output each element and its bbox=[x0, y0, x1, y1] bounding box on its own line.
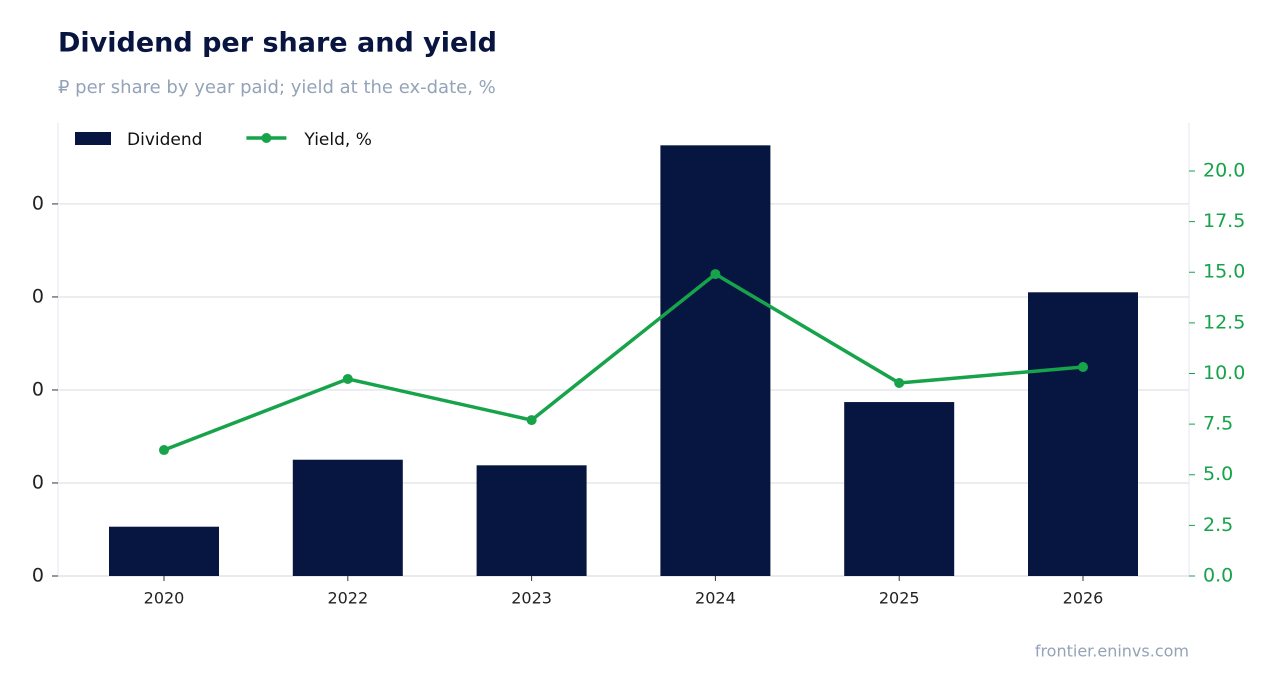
bar bbox=[476, 465, 587, 576]
point bbox=[710, 269, 721, 280]
source: frontier.eninvs.com bbox=[1035, 642, 1189, 661]
point bbox=[526, 415, 537, 426]
legend-marker bbox=[261, 133, 272, 143]
legend-swatch bbox=[75, 132, 111, 145]
legend-label: Dividend bbox=[127, 130, 202, 150]
y2-tick-label: 2.5 bbox=[1203, 514, 1233, 536]
point bbox=[159, 445, 169, 456]
y2-tick-label: 12.5 bbox=[1203, 311, 1245, 333]
bar bbox=[109, 526, 219, 576]
y2-tick-label: 17.5 bbox=[1203, 210, 1245, 232]
x-tick-label: 2026 bbox=[1063, 589, 1104, 608]
y-tick-label: 0 bbox=[32, 285, 44, 307]
x-tick-label: 2022 bbox=[327, 589, 368, 608]
y2-tick-label: 15.0 bbox=[1203, 261, 1245, 283]
point bbox=[1078, 362, 1088, 373]
point bbox=[342, 373, 353, 384]
legend-label: Yield, % bbox=[303, 130, 371, 150]
x-tick-label: 2025 bbox=[879, 589, 920, 608]
bar bbox=[292, 459, 403, 576]
bar bbox=[1028, 292, 1138, 576]
y-tick-label: 0 bbox=[32, 192, 44, 214]
y-tick-label: 0 bbox=[32, 565, 44, 587]
y2-tick-label: 0.0 bbox=[1203, 565, 1233, 587]
chart-title: Dividend per share and yield bbox=[58, 28, 497, 59]
point bbox=[894, 378, 905, 389]
x-tick-label: 2023 bbox=[511, 589, 552, 608]
y2-tick-label: 7.5 bbox=[1203, 413, 1233, 435]
y2-tick-label: 5.0 bbox=[1203, 463, 1233, 485]
y-tick-label: 0 bbox=[32, 471, 44, 493]
x-tick-label: 2020 bbox=[144, 589, 185, 608]
y2-tick-label: 20.0 bbox=[1203, 159, 1245, 181]
y2-tick-label: 10.0 bbox=[1203, 362, 1245, 384]
bar bbox=[660, 145, 771, 576]
bar bbox=[844, 402, 955, 576]
chart-subtitle: ₽ per share by year paid; yield at the e… bbox=[58, 77, 496, 98]
x-tick-label: 2024 bbox=[695, 589, 736, 608]
y-tick-label: 0 bbox=[32, 378, 44, 400]
line bbox=[163, 271, 1084, 452]
